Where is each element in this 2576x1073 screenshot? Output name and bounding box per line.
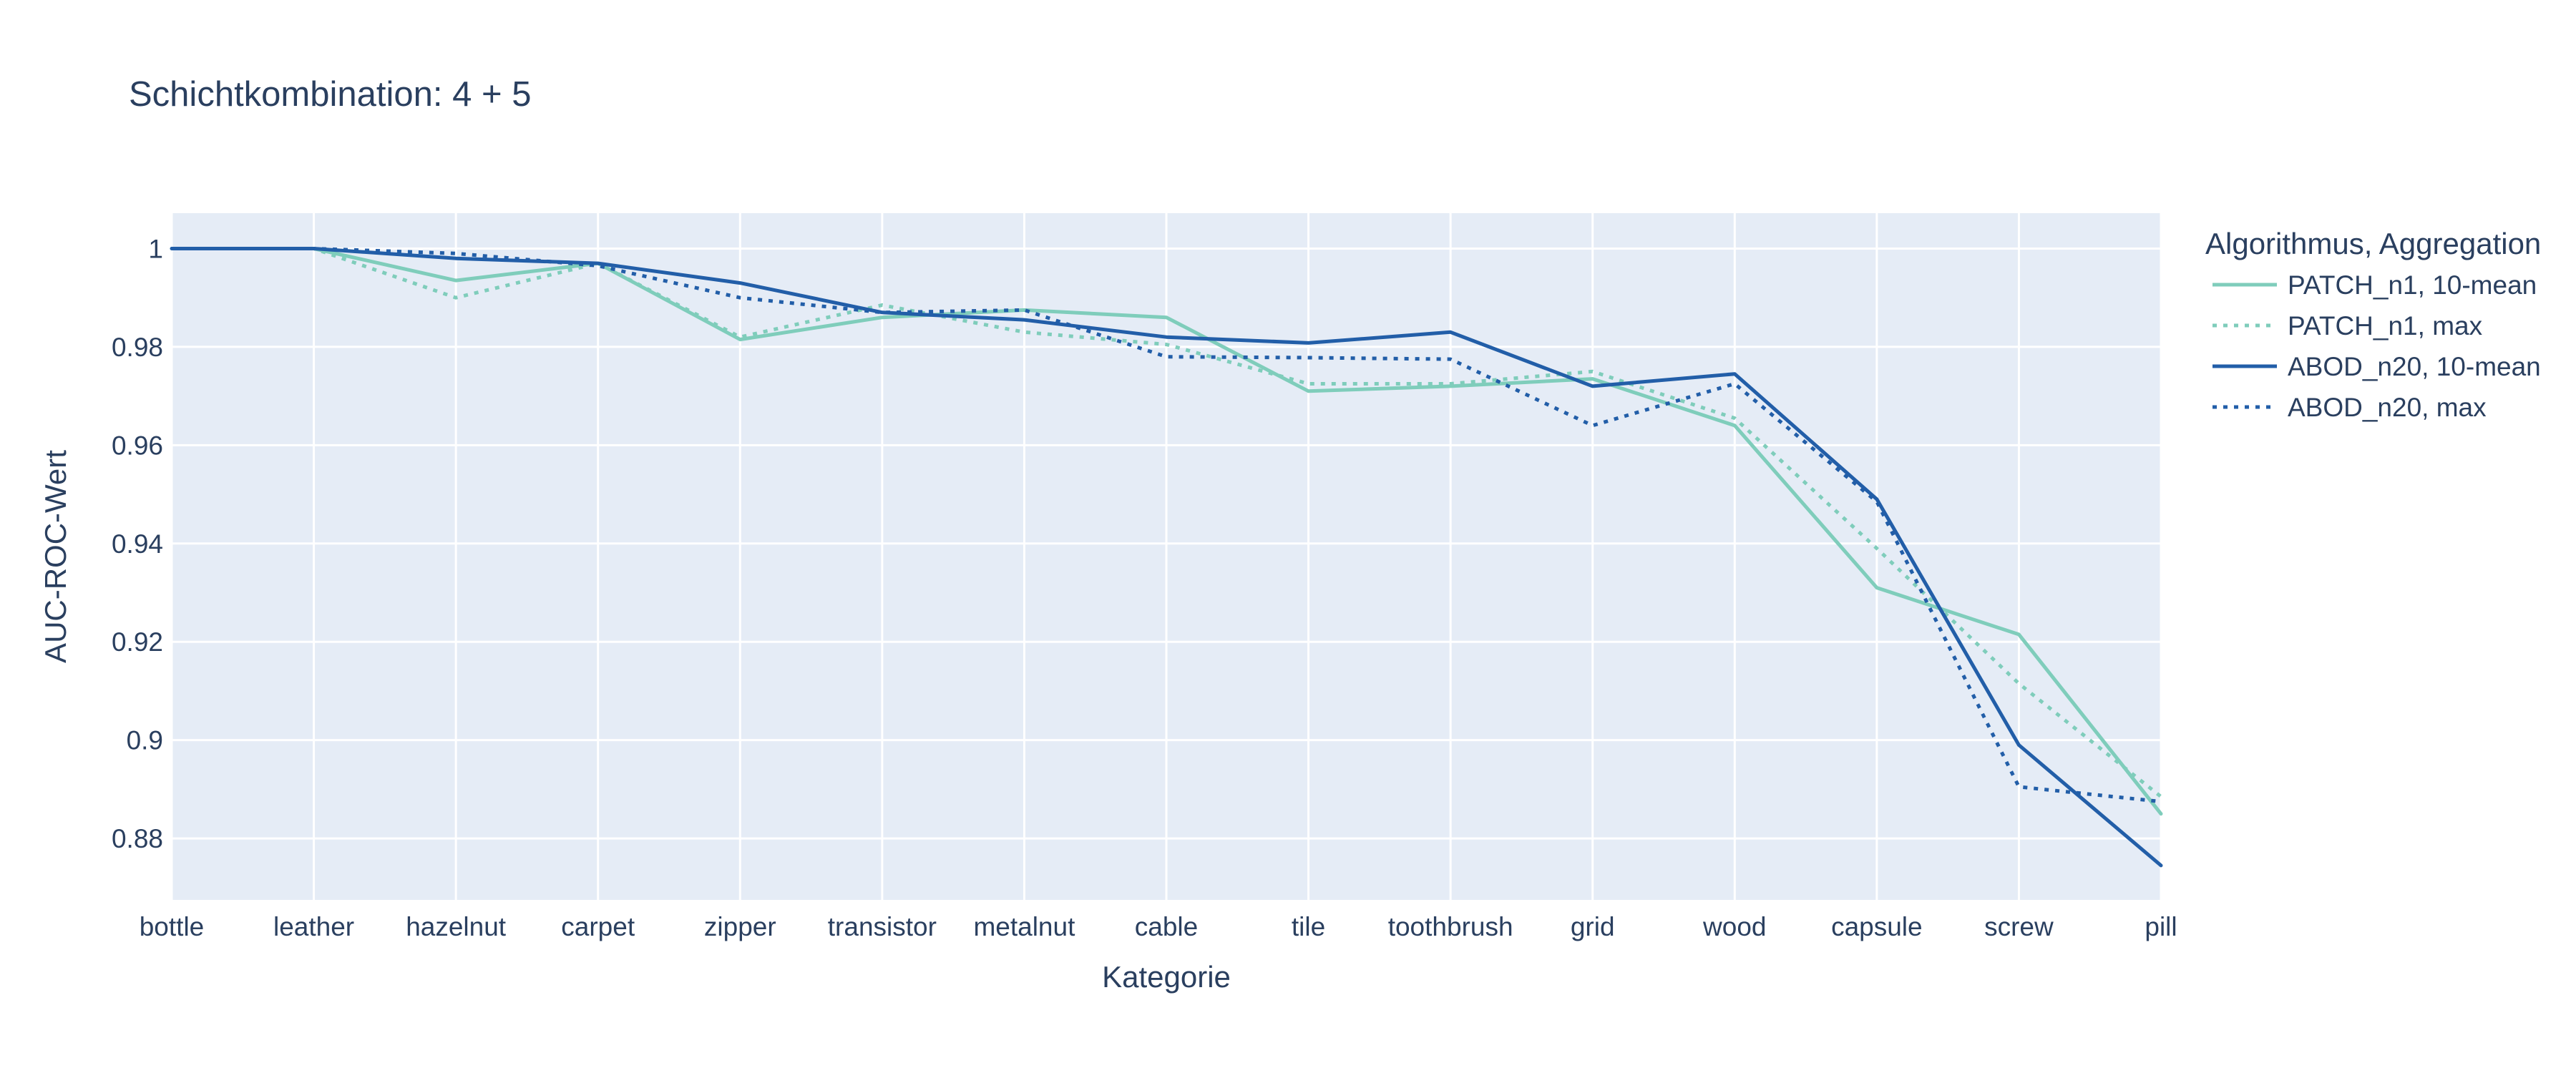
x-tick-label: toothbrush <box>1388 912 1513 941</box>
y-tick-label: 0.94 <box>112 529 163 559</box>
series-line <box>172 247 2162 804</box>
series-line <box>172 247 2162 798</box>
x-tick-label: capsule <box>1831 912 1923 941</box>
x-tick-label: screw <box>1984 912 2054 941</box>
legend-items: PATCH_n1, 10-mean PATCH_n1, max ABOD_n20, … <box>2212 270 2541 422</box>
legend-label: PATCH_n1, 10-mean <box>2288 270 2537 300</box>
x-tick-label: pill <box>2145 912 2177 941</box>
chart-title: Schichtkombination: 4 + 5 <box>129 75 531 114</box>
y-tick-label: 0.98 <box>112 333 163 362</box>
x-tick-label: tile <box>1292 912 1325 941</box>
series-line <box>170 247 2163 816</box>
y-axis-title: AUC-ROC-Wert <box>39 450 72 663</box>
y-tick-label: 0.92 <box>112 627 163 657</box>
x-tick-label: cable <box>1135 912 1198 941</box>
x-tick-label: carpet <box>561 912 635 941</box>
x-tick-label: transistor <box>828 912 937 941</box>
series-lines <box>170 247 2163 868</box>
x-tick-label: grid <box>1571 912 1615 941</box>
legend-label: ABOD_n20, 10-mean <box>2288 352 2541 381</box>
legend-label: ABOD_n20, max <box>2288 393 2487 422</box>
x-tick-label: wood <box>1702 912 1766 941</box>
legend-label: PATCH_n1, max <box>2288 311 2483 340</box>
y-tick-labels: 0.88 0.9 0.92 0.94 0.96 0.98 1 <box>112 234 163 853</box>
x-tick-label: bottle <box>140 912 205 941</box>
legend-title: Algorithmus, Aggregation <box>2205 227 2541 260</box>
x-tick-label: leather <box>273 912 354 941</box>
y-tick-label: 0.88 <box>112 824 163 853</box>
x-tick-labels: bottle leather hazelnut carpet zipper transis… <box>140 912 2177 941</box>
x-tick-label: zipper <box>704 912 776 941</box>
x-tick-label: hazelnut <box>406 912 507 941</box>
x-tick-label: metalnut <box>973 912 1075 941</box>
y-tick-label: 0.96 <box>112 431 163 460</box>
x-gridlines <box>170 213 2162 900</box>
series-line <box>170 247 2163 868</box>
y-tick-label: 1 <box>148 234 163 263</box>
y-tick-label: 0.9 <box>127 726 163 755</box>
legend: Algorithmus, Aggregation PATCH_n1, 10-me… <box>2205 227 2541 422</box>
x-axis-title: Kategorie <box>1102 960 1231 994</box>
